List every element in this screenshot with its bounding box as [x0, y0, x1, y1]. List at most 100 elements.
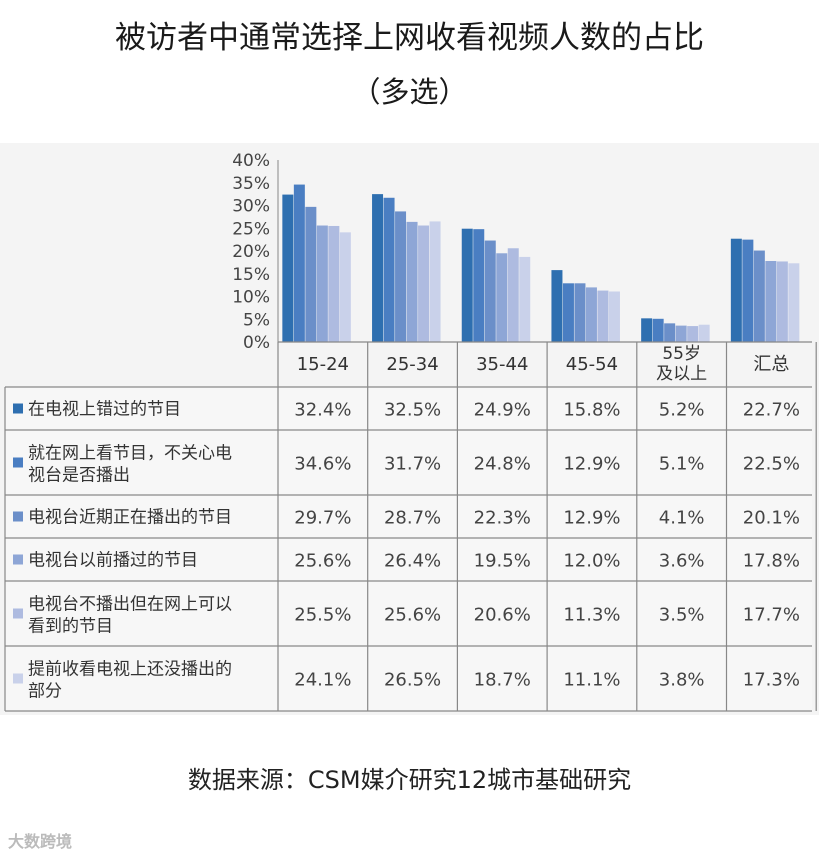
- y-tick-label: 15%: [232, 265, 270, 285]
- bar-1-1: [282, 194, 294, 342]
- bar-6-4: [608, 291, 620, 342]
- bar-3-6: [753, 250, 765, 342]
- bar-3-4: [574, 283, 586, 342]
- table-value-cell: 22.3%: [474, 508, 531, 529]
- bar-2-1: [293, 184, 305, 342]
- table-value-cell: 25.5%: [294, 605, 351, 626]
- bar-2-4: [562, 283, 574, 342]
- table-value-cell: 26.4%: [384, 551, 441, 572]
- bar-4-3: [496, 253, 508, 342]
- category-label: 汇总: [753, 354, 789, 375]
- table-value-cell: 17.8%: [743, 551, 800, 572]
- chart-title: 被访者中通常选择上网收看视频人数的占比: [115, 20, 704, 56]
- watermark-logo: 大数跨境: [8, 832, 73, 851]
- table-value-cell: 5.1%: [659, 454, 705, 475]
- table-value-cell: 20.1%: [743, 508, 800, 529]
- legend-label-5: 电视台不播出但在网上可以: [28, 595, 232, 615]
- table-value-cell: 11.3%: [563, 605, 620, 626]
- bar-4-4: [585, 287, 597, 342]
- y-tick-label: 5%: [243, 310, 270, 330]
- table-value-cell: 32.4%: [294, 400, 351, 421]
- data-source-note: 数据来源：CSM媒介研究12城市基础研究: [187, 766, 632, 794]
- table-value-cell: 18.7%: [474, 670, 531, 691]
- legend-swatch-6: [13, 673, 23, 684]
- bar-5-1: [328, 225, 340, 342]
- y-tick-label: 35%: [232, 174, 270, 194]
- bar-1-5: [641, 318, 653, 342]
- bar-4-2: [406, 221, 418, 342]
- legend-label-2: 视台是否播出: [28, 466, 130, 486]
- category-label-line: 及以上: [656, 364, 707, 384]
- bar-3-2: [395, 211, 407, 342]
- table-value-cell: 12.9%: [563, 508, 620, 529]
- table-value-cell: 24.8%: [474, 454, 531, 475]
- table-value-cell: 22.5%: [743, 454, 800, 475]
- bar-6-2: [429, 221, 441, 342]
- legend-label-2: 就在网上看节目，不关心电: [28, 444, 232, 464]
- table-value-cell: 11.1%: [563, 670, 620, 691]
- table-value-cell: 26.5%: [384, 670, 441, 691]
- bar-6-6: [788, 263, 800, 342]
- table-value-cell: 15.8%: [563, 400, 620, 421]
- bar-4-5: [675, 325, 687, 342]
- table-value-cell: 3.8%: [659, 670, 705, 691]
- y-tick-label: 20%: [232, 242, 270, 262]
- bar-chart-with-data-table: 0% 5%10% 15% 20% 25%30% 35% 40% 15-24 25-34 35-44…: [4, 151, 817, 712]
- table-value-cell: 17.3%: [743, 670, 800, 691]
- y-tick-label: 0%: [243, 333, 270, 353]
- bar-5-2: [418, 225, 430, 342]
- bar-5-6: [776, 261, 788, 342]
- legend-label-5: 看到的节目: [28, 617, 113, 637]
- bar-2-5: [652, 318, 664, 342]
- bar-2-6: [742, 239, 754, 342]
- table-value-cell: 12.0%: [563, 551, 620, 572]
- bar-3-1: [305, 206, 317, 342]
- bar-6-3: [519, 256, 531, 342]
- table-value-cell: 25.6%: [384, 605, 441, 626]
- table-value-cell: 12.9%: [563, 454, 620, 475]
- legend-label-6: 部分: [28, 682, 62, 702]
- table-value-cell: 28.7%: [384, 508, 441, 529]
- y-tick-label: 10%: [232, 288, 270, 308]
- bar-5-4: [597, 290, 609, 342]
- table-value-cell: 24.1%: [294, 670, 351, 691]
- bar-4-6: [765, 261, 777, 342]
- bar-6-1: [339, 232, 351, 342]
- bar-1-6: [730, 238, 742, 342]
- legend-label-6: 提前收看电视上还没播出的: [28, 660, 232, 680]
- bar-3-5: [664, 323, 676, 342]
- bar-5-5: [687, 326, 699, 342]
- y-tick-label: 40%: [232, 151, 270, 171]
- table-value-cell: 4.1%: [659, 508, 705, 529]
- legend-label-4: 电视台以前播过的节目: [28, 551, 198, 571]
- table-value-cell: 3.5%: [659, 605, 705, 626]
- y-tick-label: 25%: [232, 219, 270, 239]
- table-value-cell: 5.2%: [659, 400, 705, 421]
- table-value-cell: 19.5%: [474, 551, 531, 572]
- bar-1-3: [461, 228, 473, 342]
- table-value-cell: 24.9%: [474, 400, 531, 421]
- bar-5-3: [507, 248, 519, 342]
- bar-2-2: [383, 197, 395, 342]
- legend-swatch-5: [13, 608, 23, 619]
- bar-1-4: [551, 270, 563, 342]
- legend-swatch-4: [13, 554, 23, 565]
- table-value-cell: 22.7%: [743, 400, 800, 421]
- table-value-cell: 25.6%: [294, 551, 351, 572]
- category-label: 45-54: [566, 354, 618, 375]
- table-value-cell: 20.6%: [474, 605, 531, 626]
- table-body-background: [5, 387, 812, 711]
- bar-1-2: [372, 194, 384, 342]
- bar-4-1: [316, 225, 328, 342]
- legend-swatch-1: [13, 403, 23, 414]
- table-value-cell: 31.7%: [384, 454, 441, 475]
- bar-3-3: [484, 240, 496, 342]
- category-label: 15-24: [297, 354, 349, 375]
- table-value-cell: 29.7%: [294, 508, 351, 529]
- category-label: 35-44: [476, 354, 528, 375]
- bar-2-3: [473, 229, 485, 342]
- category-label: 25-34: [386, 354, 438, 375]
- chart-subtitle: （多选）: [351, 75, 468, 109]
- legend-label-1: 在电视上错过的节目: [28, 400, 181, 420]
- bar-6-5: [698, 324, 710, 342]
